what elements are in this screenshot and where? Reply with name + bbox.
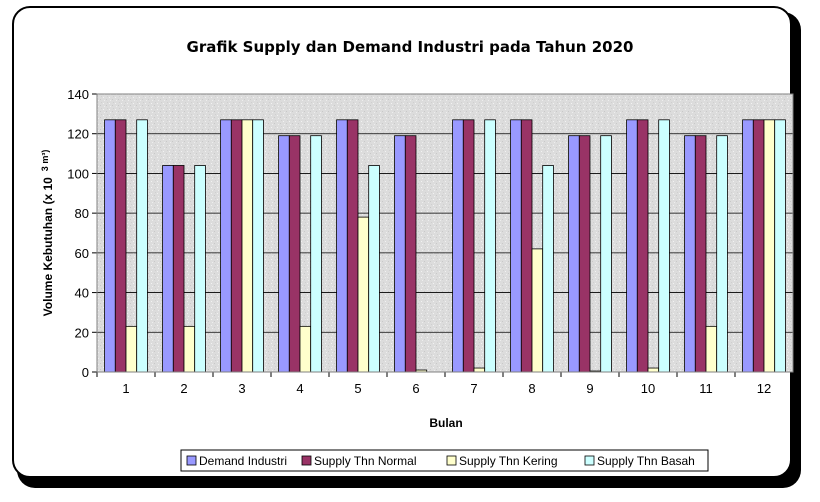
bar-4-7 (484, 119, 496, 373)
x-tick-label-5: 5 (354, 381, 361, 396)
y-tick-label-60: 60 (75, 246, 89, 261)
x-tick-label-11: 11 (699, 381, 713, 396)
bar-2-7 (462, 119, 475, 373)
legend-box (180, 449, 709, 472)
bar-1-11 (684, 135, 696, 373)
bar-1-2 (162, 165, 174, 373)
bar-3-10 (647, 367, 660, 373)
x-tick-label-8: 8 (528, 381, 535, 396)
bar-4-1 (136, 119, 148, 373)
bar-2-9 (578, 135, 591, 373)
bar-1-6 (394, 135, 406, 373)
bar-4-3 (252, 119, 264, 373)
bar-4-12 (774, 119, 786, 373)
bar-2-5 (346, 119, 359, 373)
x-tick-label-6: 6 (412, 381, 419, 396)
chart-title: Grafik Supply dan Demand Industri pada T… (187, 38, 634, 56)
y-tick-label-0: 0 (82, 365, 89, 380)
axes (92, 93, 794, 377)
bar-2-2 (172, 165, 185, 373)
bar-3-11 (705, 325, 718, 373)
bar-2-11 (694, 135, 707, 373)
x-tick-label-4: 4 (296, 381, 303, 396)
bar-3-2 (183, 325, 196, 373)
x-tick-labels: 1 2 3 4 5 6 7 8 9 10 11 12 (122, 381, 771, 396)
bar-1-3 (220, 119, 232, 373)
y-tick-labels: 0 20 40 60 80 100 120 140 (67, 87, 89, 380)
y-tick-label-40: 40 (75, 286, 89, 301)
y-axis-label: Volume Kebutuhan (x 10 3 m³) (40, 150, 55, 317)
bar-1-9 (568, 135, 580, 373)
bar-1-5 (336, 119, 348, 373)
bar-3-7 (473, 367, 486, 373)
bar-4-8 (542, 165, 554, 373)
legend-swatch-4 (584, 455, 595, 466)
y-tick-label-120: 120 (67, 127, 89, 142)
y-tick-label-20: 20 (75, 325, 89, 340)
bar-4-4 (310, 135, 322, 373)
x-tick-label-12: 12 (757, 381, 771, 396)
x-tick-label-7: 7 (470, 381, 477, 396)
bar-1-12 (742, 119, 754, 373)
legend-label-1: Demand Industri (199, 454, 287, 468)
x-tick-label-3: 3 (238, 381, 245, 396)
bar-2-4 (288, 135, 301, 373)
x-tick-label-1: 1 (122, 381, 129, 396)
bar-2-6 (404, 135, 417, 373)
bar-4-10 (658, 119, 670, 373)
y-tick-label-100: 100 (67, 166, 89, 181)
legend: Demand Industri Supply Thn Normal Supply T… (180, 449, 709, 472)
bar-3-5 (357, 216, 370, 373)
y-tick-label-80: 80 (75, 206, 89, 221)
bar-1-1 (104, 119, 116, 373)
y-axis-label-main: Volume Kebutuhan (x 10 (41, 177, 55, 316)
bar-2-10 (636, 119, 649, 373)
bar-1-10 (626, 119, 638, 373)
plot-area (97, 94, 793, 372)
plot-border (96, 93, 794, 373)
x-tick-label-10: 10 (641, 381, 655, 396)
bar-1-7 (452, 119, 464, 373)
bar-3-3 (241, 119, 254, 373)
bar-3-4 (299, 325, 312, 373)
bar-3-1 (125, 325, 138, 373)
bar-2-1 (114, 119, 127, 373)
legend-swatch-3 (446, 455, 457, 466)
y-tick-label-140: 140 (67, 87, 89, 102)
legend-label-4: Supply Thn Basah (597, 454, 695, 468)
legend-label-3: Supply Thn Kering (459, 454, 558, 468)
x-tick-label-9: 9 (586, 381, 593, 396)
y-axis-label-unit: 3 m³) (40, 150, 50, 172)
legend-label-2: Supply Thn Normal (314, 454, 417, 468)
bar-1-8 (510, 119, 522, 373)
legend-swatch-1 (186, 455, 197, 466)
x-axis-label: Bulan (429, 416, 462, 430)
bar-3-8 (531, 248, 544, 373)
bar-2-8 (520, 119, 533, 373)
bar-4-2 (194, 165, 206, 373)
bar-4-11 (716, 135, 728, 373)
bar-3-12 (763, 119, 776, 373)
bar-4-9 (600, 135, 612, 373)
bar-2-3 (230, 119, 243, 373)
x-tick-label-2: 2 (180, 381, 187, 396)
bar-4-5 (368, 165, 380, 373)
legend-swatch-2 (301, 455, 312, 466)
bar-2-12 (752, 119, 765, 373)
bar-1-4 (278, 135, 290, 373)
bar-series (104, 119, 786, 373)
